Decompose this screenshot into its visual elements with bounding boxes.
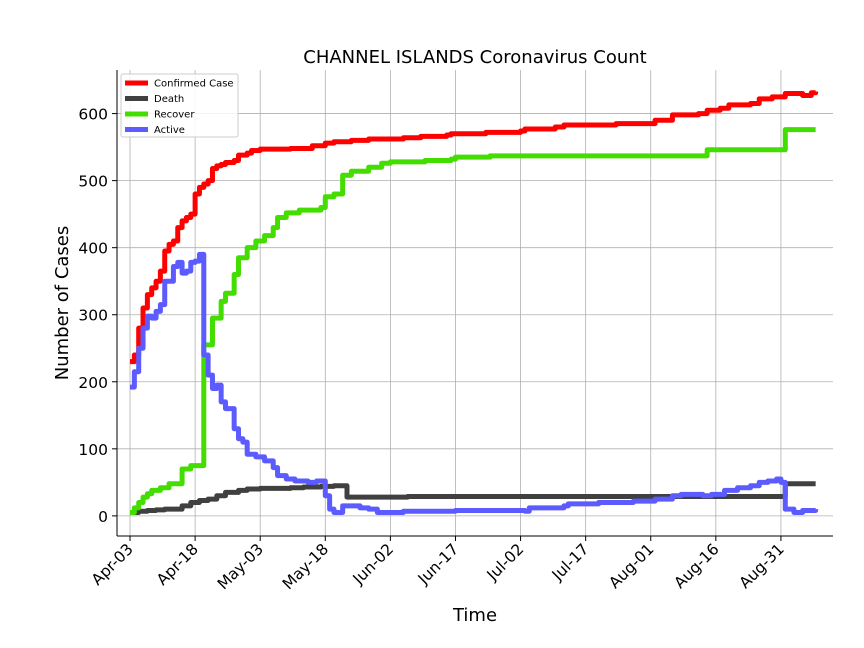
x-tick-label: Aug-16: [671, 540, 723, 592]
legend: Confirmed Case Death Recover Active: [120, 73, 239, 138]
x-tick-label: Jun-17: [414, 540, 462, 588]
series-lines: [130, 90, 819, 516]
x-tick-label: Jun-02: [349, 540, 397, 588]
y-tick-label: 0: [98, 508, 108, 526]
y-tick-label: 400: [78, 240, 108, 258]
y-tick-label: 600: [78, 106, 108, 124]
legend-label: Active: [154, 125, 185, 136]
x-tick-label: Apr-03: [88, 540, 137, 589]
y-axis-label: Number of Cases: [52, 226, 73, 381]
y-tick-label: 100: [78, 441, 108, 459]
series-line-death: [130, 481, 816, 516]
legend-label: Confirmed Case: [154, 79, 234, 90]
axes: [116, 70, 833, 537]
legend-label: Death: [154, 94, 184, 105]
x-tick-label: May-03: [214, 540, 267, 593]
legend-box: [120, 73, 239, 138]
x-tick-label: Apr-18: [153, 540, 202, 589]
y-tick-label: 300: [78, 307, 108, 325]
y-tick-label: 200: [78, 374, 108, 392]
x-tick-label: May-18: [279, 540, 332, 593]
series-line-recover: [130, 127, 816, 516]
y-tick-label: 500: [78, 173, 108, 191]
legend-label: Recover: [154, 110, 195, 121]
x-axis-label: Time: [452, 605, 497, 626]
series-line-confirmed-case: [130, 90, 819, 365]
chart-title: CHANNEL ISLANDS Coronavirus Count: [303, 47, 647, 68]
x-tick-label: Jul-17: [548, 540, 593, 585]
x-tick-label: Aug-31: [736, 540, 788, 592]
x-tick-label: Jul-02: [483, 540, 528, 585]
series-line-active: [130, 251, 819, 516]
y-ticks: 0 100 200 300 400 500 600: [78, 106, 117, 526]
x-tick-label: Aug-01: [606, 540, 658, 592]
x-ticks: Apr-03 Apr-18 May-03 May-18 Jun-02 Jun-17 Jul-…: [88, 536, 788, 593]
